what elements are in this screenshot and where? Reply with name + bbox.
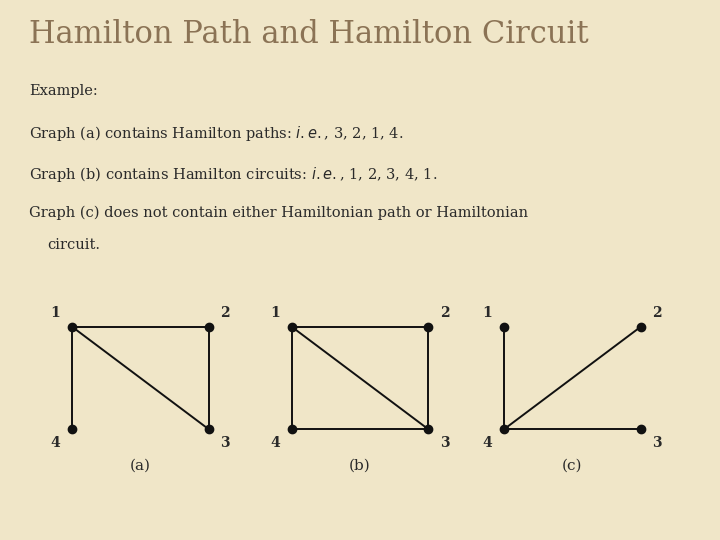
Text: 1: 1 xyxy=(482,306,492,320)
Text: 3: 3 xyxy=(440,436,449,450)
Text: Graph (b) contains Hamilton circuits: $\mathit{i.e.}$, 1, 2, 3, 4, 1.: Graph (b) contains Hamilton circuits: $\… xyxy=(29,165,437,184)
Text: 4: 4 xyxy=(50,436,60,450)
Text: 2: 2 xyxy=(652,306,662,320)
Text: 4: 4 xyxy=(270,436,280,450)
Text: 1: 1 xyxy=(270,306,280,320)
Text: (c): (c) xyxy=(562,459,582,473)
Text: 1: 1 xyxy=(50,306,60,320)
Text: 3: 3 xyxy=(220,436,230,450)
Text: circuit.: circuit. xyxy=(47,238,100,252)
Text: 2: 2 xyxy=(440,306,449,320)
Text: Graph (a) contains Hamilton paths: $\mathit{i.e.}$, 3, 2, 1, 4.: Graph (a) contains Hamilton paths: $\mat… xyxy=(29,124,403,143)
Text: 3: 3 xyxy=(652,436,662,450)
Text: 2: 2 xyxy=(220,306,230,320)
Text: Hamilton Path and Hamilton Circuit: Hamilton Path and Hamilton Circuit xyxy=(29,19,588,50)
Text: Graph (c) does not contain either Hamiltonian path or Hamiltonian: Graph (c) does not contain either Hamilt… xyxy=(29,205,528,220)
Text: 4: 4 xyxy=(482,436,492,450)
Text: (b): (b) xyxy=(349,459,371,473)
Text: (a): (a) xyxy=(130,459,151,473)
Text: Example:: Example: xyxy=(29,84,97,98)
